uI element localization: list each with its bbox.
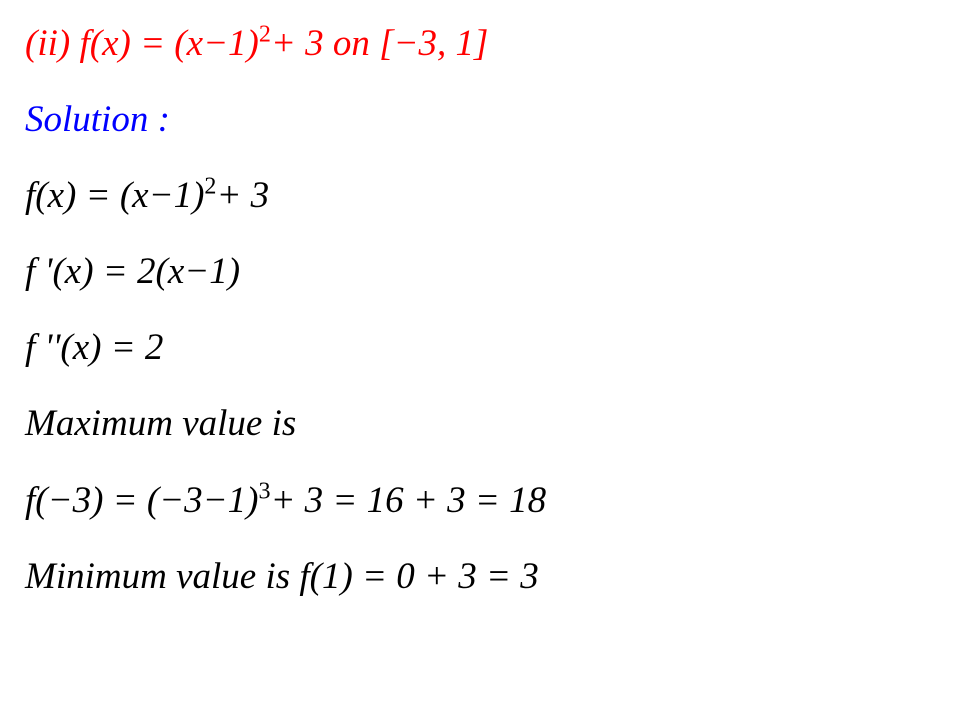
text-part: '( <box>45 251 65 292</box>
text-part: −1) <box>184 251 240 292</box>
text-part: Minimum value is f <box>25 556 310 597</box>
equation-line: f(x) = (x−1)2+ 3 <box>25 172 947 220</box>
text-part: f <box>79 23 89 64</box>
equation-line: f '(x) = 2(x−1) <box>25 248 947 296</box>
text-line: Maximum value is <box>25 400 947 448</box>
text-part: (1) = 0 + 3 = 3 <box>310 556 539 597</box>
text-part: x <box>73 327 89 368</box>
text-part: x <box>168 251 184 292</box>
text-part: x <box>65 251 81 292</box>
text-part: f <box>25 327 45 368</box>
text-part: ) = 2 <box>89 327 163 368</box>
equation-line: f ''(x) = 2 <box>25 324 947 372</box>
text-part: x <box>102 23 118 64</box>
text-part: x <box>187 23 203 64</box>
text-part: + 3 = 16 + 3 = 18 <box>270 480 546 521</box>
exponent: 3 <box>258 478 270 504</box>
text-part: f <box>25 175 35 216</box>
text-part: f <box>25 480 35 521</box>
text-part: (−3) = (−3−1) <box>35 480 258 521</box>
text-part: + 3 <box>271 23 333 64</box>
text-part: f <box>25 251 45 292</box>
text-part: ii <box>37 23 58 64</box>
text-part: [−3, 1] <box>370 23 489 64</box>
text-part: ( <box>35 175 47 216</box>
text-part: + 3 <box>216 175 269 216</box>
problem-line: (ii) f(x) = (x−1)2+ 3 on [−3, 1] <box>25 20 947 68</box>
text-part: ) = ( <box>64 175 132 216</box>
text-part: ( <box>25 23 37 64</box>
exponent: 2 <box>259 22 271 48</box>
text-part: x <box>48 175 64 216</box>
solution-label: Solution : <box>25 96 947 144</box>
text-part: ( <box>90 23 102 64</box>
text-part: −1) <box>149 175 205 216</box>
text-part: ) <box>58 23 80 64</box>
text-part: on <box>333 23 370 64</box>
text-part: −1) <box>203 23 259 64</box>
text-part: ) = 2( <box>81 251 168 292</box>
text-part: ) = ( <box>119 23 187 64</box>
equation-line: f(−3) = (−3−1)3+ 3 = 16 + 3 = 18 <box>25 477 947 525</box>
text-part: ''( <box>45 327 73 368</box>
equation-line: Minimum value is f(1) = 0 + 3 = 3 <box>25 553 947 601</box>
text-part: x <box>132 175 148 216</box>
exponent: 2 <box>204 174 216 200</box>
